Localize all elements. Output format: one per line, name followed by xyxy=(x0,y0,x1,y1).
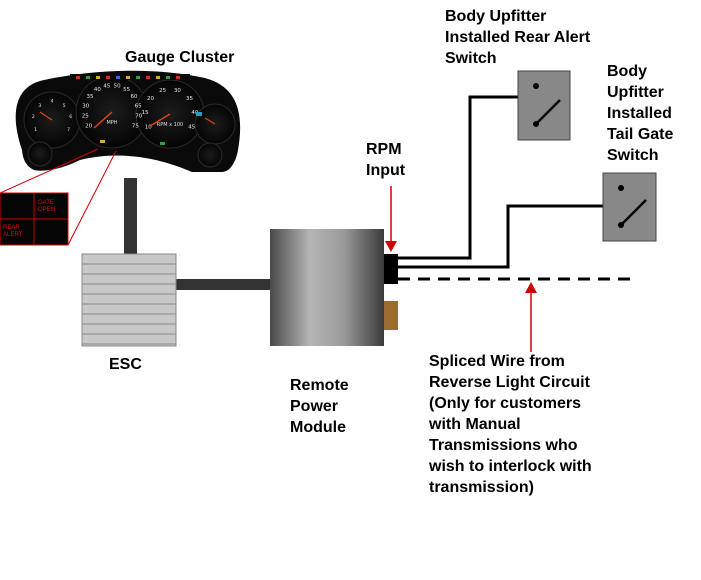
speedometer-tick-label: 35 xyxy=(87,94,94,100)
speedometer-tick-label: 30 xyxy=(82,104,89,110)
speedometer-tick-label: 55 xyxy=(123,87,130,93)
speedometer-tick-label: 20 xyxy=(85,123,92,129)
rear-alert-indicator-line1: REAR xyxy=(3,225,20,231)
esc-module xyxy=(81,253,177,347)
left-gauge-tick-labels: 1 23 4 56 7 xyxy=(32,99,72,134)
spliced-wire-arrow xyxy=(525,282,537,352)
spliced-wire-label: Spliced Wire from Reverse Light Circuit … xyxy=(429,353,592,496)
gate-open-indicator-line1: GATE xyxy=(38,200,54,206)
rpm-input-label: RPM Input xyxy=(366,141,406,179)
left-gauge-tick-label: 4 xyxy=(51,99,54,105)
rear-alert-switch xyxy=(517,70,571,141)
speedometer-tick-label: 25 xyxy=(82,114,89,120)
gauge-cluster-label: Gauge Cluster xyxy=(125,49,235,66)
left-gauge-tick-label: 5 xyxy=(63,103,66,109)
tach-unit-label: RPM x 100 xyxy=(157,122,183,128)
rpm-brown-connector xyxy=(384,301,398,330)
tail-gate-switch-wire xyxy=(398,204,603,269)
tachometer-tick-label: 20 xyxy=(147,96,154,102)
tachometer-tick-label: 10 xyxy=(145,124,152,130)
indicator-panel: GATE OPEN REAR ALERT xyxy=(0,192,69,246)
speedometer-tick-label: 60 xyxy=(131,94,138,100)
tachometer-tick-label: 35 xyxy=(186,96,193,102)
right-gauge-needle xyxy=(204,117,216,125)
speedometer-tick-label: 70 xyxy=(135,114,142,120)
tachometer-tick-label: 45 xyxy=(188,124,195,130)
speedometer-tick-label: 65 xyxy=(135,104,142,110)
warning-lights xyxy=(76,76,202,145)
left-gauge-tick-label: 3 xyxy=(38,103,41,109)
rpm-input-arrow xyxy=(385,186,397,252)
esc-cluster-connector xyxy=(124,178,137,254)
speedometer-tick-label: 75 xyxy=(132,123,139,129)
tail-gate-switch xyxy=(602,172,657,242)
remote-power-module xyxy=(270,229,384,346)
rpm-black-connector xyxy=(384,254,398,284)
speedometer-tick-label: 40 xyxy=(94,87,101,93)
speed-unit-label: MPH xyxy=(106,120,117,126)
callout-line-top xyxy=(0,148,99,194)
esc-label: ESC xyxy=(109,356,142,373)
tail-gate-switch-label: Body Upfitter Installed Tail Gate Switch xyxy=(607,63,674,164)
tachometer-tick-label: 15 xyxy=(142,110,149,116)
rear-alert-switch-wire xyxy=(398,95,518,260)
speedometer-tick-label: 45 xyxy=(103,83,110,89)
tachometer-tick-label: 30 xyxy=(174,88,181,94)
remote-power-module-label: Remote Power Module xyxy=(290,377,349,436)
tachometer-tick-label: 40 xyxy=(191,110,198,116)
callout-line-bottom xyxy=(67,150,117,246)
left-gauge-tick-label: 2 xyxy=(32,114,35,120)
left-gauge-tick-label: 6 xyxy=(69,114,72,120)
gate-open-indicator-line2: OPEN xyxy=(38,207,55,213)
rear-alert-indicator-line2: ALERT xyxy=(3,232,23,238)
bottom-left-gauge xyxy=(27,141,53,167)
esc-rpm-connector xyxy=(176,279,270,290)
left-gauge-tick-label: 1 xyxy=(34,127,37,133)
left-gauge-tick-label: 7 xyxy=(67,127,70,133)
left-gauge-needle xyxy=(39,111,53,121)
rear-alert-switch-label: Body Upfitter Installed Rear Alert Switc… xyxy=(445,8,591,67)
esc-stripes xyxy=(82,263,176,345)
tachometer-needle xyxy=(149,113,171,127)
tachometer-tick-labels: 10 15 20 25 30 35 40 45 xyxy=(142,88,199,130)
speedometer-tick-label: 50 xyxy=(114,83,121,89)
tachometer-tick-label: 25 xyxy=(159,88,166,94)
speedometer-needle xyxy=(93,111,113,129)
bottom-right-gauge xyxy=(197,142,223,168)
